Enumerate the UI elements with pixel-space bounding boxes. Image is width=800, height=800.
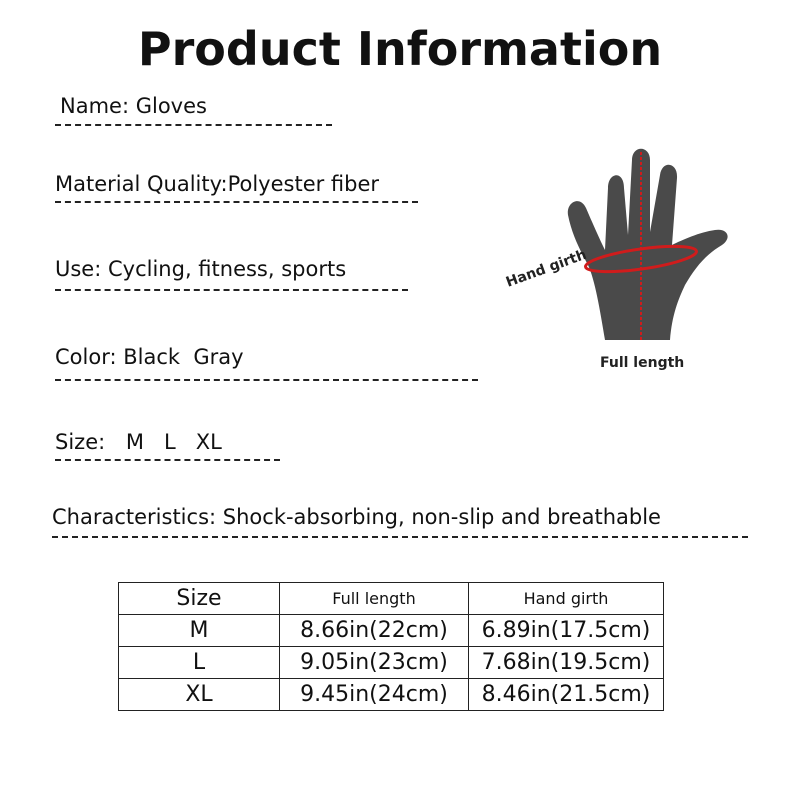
glove-icon	[567, 148, 728, 340]
divider	[55, 201, 418, 203]
field-label: Size:	[55, 430, 106, 454]
table-header-row: Size Full length Hand girth	[118, 582, 664, 615]
field-label: Name:	[60, 94, 130, 118]
cell: 8.46in(21.5cm)	[468, 678, 664, 711]
full-length-label: Full length	[600, 355, 684, 371]
field-value: Cycling, fitness, sports	[108, 257, 347, 281]
hand-girth-label: Hand girth	[504, 247, 589, 291]
glove-diagram: Hand girth Full length	[504, 148, 728, 371]
field-value: Polyester fiber	[227, 172, 380, 196]
field-characteristics: Characteristics: Shock-absorbing, non-sl…	[52, 505, 661, 529]
table-row: XL 9.45in(24cm) 8.46in(21.5cm)	[118, 678, 664, 711]
field-name: Name: Gloves	[60, 94, 207, 118]
field-label: Use:	[55, 257, 102, 281]
field-value: Gloves	[135, 94, 207, 118]
cell: M	[118, 614, 280, 647]
field-label: Material Quality:	[55, 172, 228, 196]
field-use: Use: Cycling, fitness, sports	[55, 257, 346, 281]
divider	[55, 289, 408, 291]
field-size: Size: M L XL	[55, 430, 222, 454]
field-value: M L XL	[125, 430, 222, 454]
header-hand-girth: Hand girth	[468, 582, 664, 615]
cell: 8.66in(22cm)	[279, 614, 469, 647]
size-table: Size Full length Hand girth M 8.66in(22cm…	[118, 582, 664, 711]
cell: 7.68in(19.5cm)	[468, 646, 664, 679]
field-material: Material Quality:Polyester fiber	[55, 172, 379, 196]
cell: 9.45in(24cm)	[279, 678, 469, 711]
divider	[55, 124, 332, 126]
cell: 6.89in(17.5cm)	[468, 614, 664, 647]
divider	[55, 459, 280, 461]
divider	[52, 536, 748, 538]
field-label: Color:	[55, 345, 117, 369]
header-full-length: Full length	[279, 582, 469, 615]
table-row: M 8.66in(22cm) 6.89in(17.5cm)	[118, 614, 664, 647]
field-color: Color: Black Gray	[55, 345, 244, 369]
field-value: Black Gray	[123, 345, 244, 369]
cell: 9.05in(23cm)	[279, 646, 469, 679]
header-size: Size	[118, 582, 280, 615]
cell: XL	[118, 678, 280, 711]
field-label: Characteristics:	[52, 505, 217, 529]
cell: L	[118, 646, 280, 679]
divider	[55, 379, 478, 381]
field-value: Shock-absorbing, non-slip and breathable	[222, 505, 661, 529]
page-title: Product Information	[137, 22, 663, 76]
table-row: L 9.05in(23cm) 7.68in(19.5cm)	[118, 646, 664, 679]
